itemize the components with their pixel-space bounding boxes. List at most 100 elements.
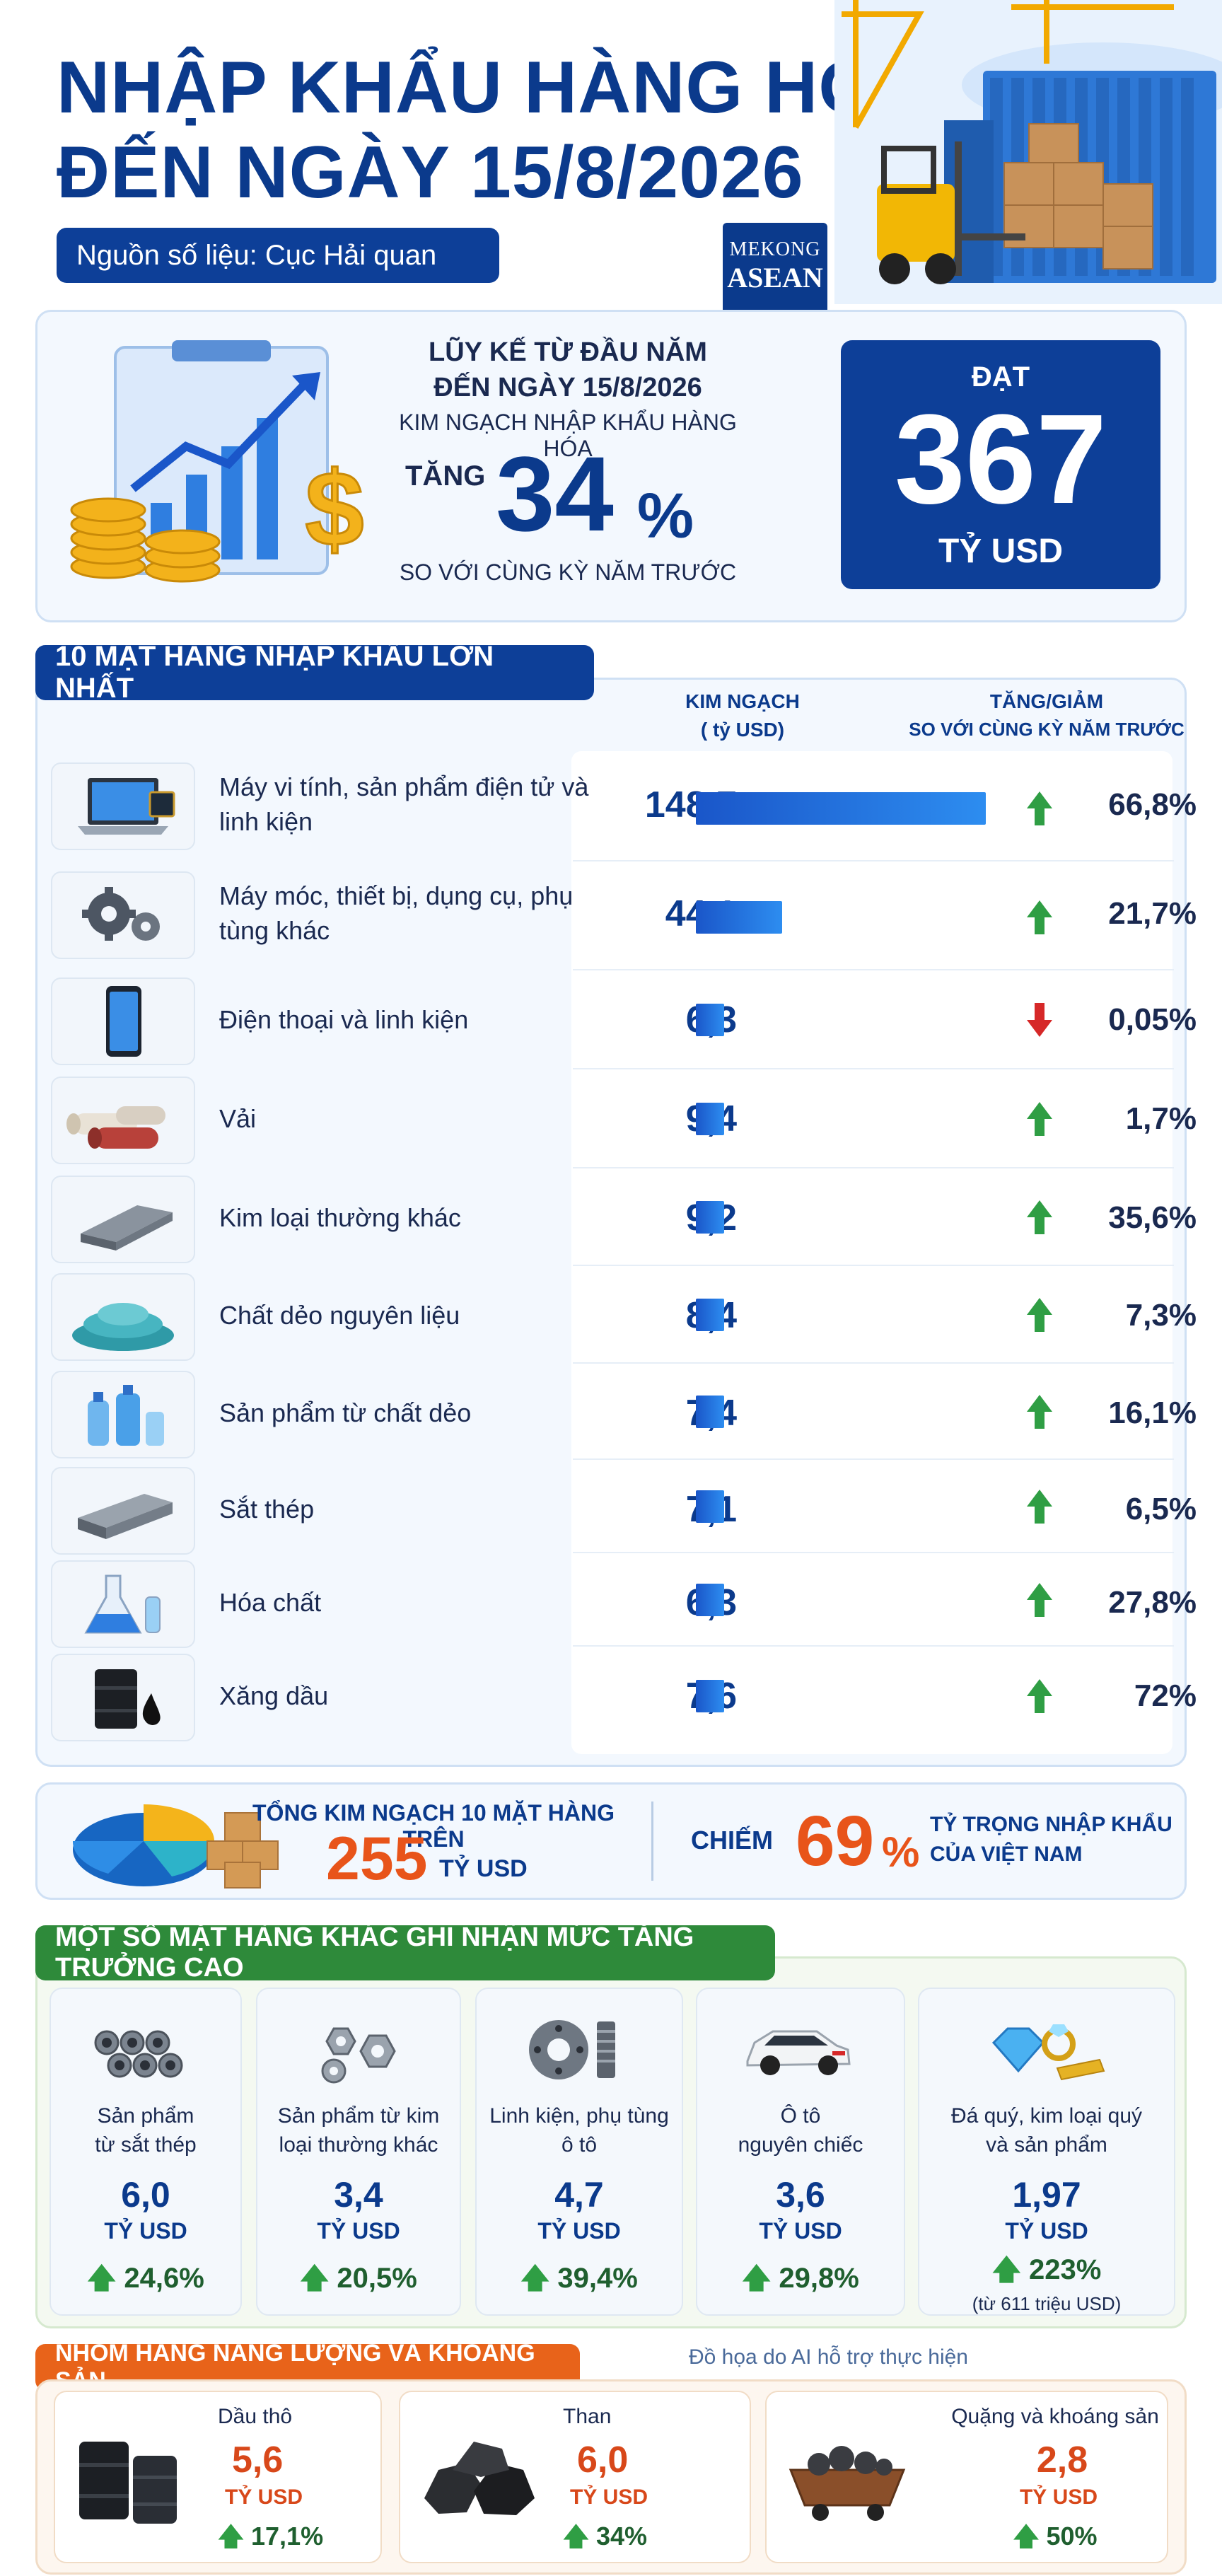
metal-beam-icon bbox=[51, 1176, 195, 1263]
energy-unit: TỶ USD bbox=[570, 2485, 648, 2509]
row-divider bbox=[573, 1167, 1174, 1168]
phone-icon bbox=[51, 977, 195, 1065]
arrow-up-icon bbox=[1025, 790, 1054, 827]
steel-beams-icon bbox=[51, 1467, 195, 1555]
mekong-asean-logo: MEKONG ASEAN bbox=[723, 223, 827, 323]
top10-title: 10 MẶT HÀNG NHẬP KHẨU LỚN NHẤT bbox=[35, 641, 594, 704]
bar bbox=[696, 1299, 724, 1331]
increase-label: TĂNG bbox=[405, 460, 486, 492]
item-growth: 🡅 39,4% bbox=[520, 2263, 638, 2294]
total-label: TỔNG KIM NGẠCH 10 MẶT HÀNG TRÊN bbox=[252, 1800, 615, 1852]
arrow-up-icon: 🡅 bbox=[218, 2522, 245, 2551]
category-label: Vải bbox=[219, 1103, 257, 1133]
change-label: 16,1% bbox=[1108, 1396, 1197, 1430]
share-percent-sign: % bbox=[882, 1828, 920, 1876]
other-item: Sản phẩm từ sắt thép 6,0 TỶ USD 🡅 24,6% bbox=[50, 1988, 242, 2316]
item-name: Đá quý, kim loại quý và sản phẩm bbox=[919, 2102, 1174, 2159]
energy-value: 2,8 bbox=[1036, 2439, 1088, 2481]
share-desc-line2: CỦA VIỆT NAM bbox=[930, 1843, 1083, 1866]
metal-nuts-icon bbox=[321, 2027, 396, 2084]
arrow-up-icon bbox=[1025, 1393, 1054, 1430]
item-name-line2: loại thường khác bbox=[279, 2133, 438, 2157]
other-item: Ô tô nguyên chiếc 3,6 TỶ USD 🡅 29,8% bbox=[696, 1988, 905, 2316]
summary-compare: SO VỚI CÙNG KỲ NĂM TRƯỚC bbox=[399, 559, 737, 585]
item-value: 3,6 bbox=[776, 2175, 825, 2215]
bar bbox=[696, 1490, 724, 1523]
auto-parts-icon bbox=[529, 2020, 615, 2079]
item-value: 3,4 bbox=[334, 2175, 383, 2215]
page-title-line1: NHẬP KHẨU HÀNG HÓA bbox=[57, 47, 931, 129]
item-value: 6,0 bbox=[121, 2175, 170, 2215]
item-value: 1,97 bbox=[1012, 2175, 1081, 2215]
energy-unit: TỶ USD bbox=[225, 2485, 303, 2509]
total-value: 255 bbox=[326, 1825, 428, 1893]
share-desc-line1: TỶ TRỌNG NHẬP KHẨU bbox=[930, 1813, 1172, 1836]
summary-line2: ĐẾN NGÀY 15/8/2026 bbox=[433, 373, 702, 402]
change-label: 7,3% bbox=[1125, 1298, 1197, 1333]
arrow-up-icon bbox=[1025, 1678, 1054, 1715]
col-change-header1: TĂNG/GIẢM bbox=[989, 690, 1104, 712]
energy-item: Dầu thô 5,6 TỶ USD 🡅 17,1% bbox=[54, 2391, 382, 2563]
item-name-line2: từ sắt thép bbox=[95, 2133, 197, 2157]
category-label: Kim loại thường khác bbox=[219, 1202, 461, 1232]
oil-barrels-icon bbox=[79, 2442, 177, 2524]
share-value: 69 bbox=[796, 1802, 875, 1881]
bar bbox=[696, 1103, 724, 1135]
reach-label: ĐẠT bbox=[971, 361, 1030, 393]
item-name: Ô tô nguyên chiếc bbox=[697, 2102, 904, 2159]
row-divider bbox=[573, 860, 1174, 861]
arrow-up-icon bbox=[1025, 1582, 1054, 1618]
energy-growth: 🡅 17,1% bbox=[218, 2522, 324, 2551]
item-name: Sản phẩm từ kim loại thường khác bbox=[257, 2102, 460, 2159]
total-import-box: ĐẠT 367 TỶ USD bbox=[841, 340, 1160, 589]
col-change-header2: SO VỚI CÙNG KỲ NĂM TRƯỚC bbox=[909, 719, 1185, 740]
table-row: Chất dẻo nguyên liệu8,47,3% bbox=[51, 1266, 1197, 1364]
growth-note: (từ 611 triệu USD) bbox=[972, 2293, 1122, 2314]
increase-value: 34 bbox=[496, 434, 614, 553]
summary-card: $ LŨY KẾ TỪ ĐẦU NĂM ĐẾN NGÀY 15/8/2026 K… bbox=[35, 310, 1187, 622]
table-row: Vải9,41,7% bbox=[51, 1069, 1197, 1168]
energy-item: Than 6,0 TỶ USD 🡅 34% bbox=[399, 2391, 751, 2563]
row-divider bbox=[573, 1362, 1174, 1364]
reach-value: 367 bbox=[894, 388, 1107, 530]
gears-icon bbox=[51, 871, 195, 959]
item-name-line1: Ô tô bbox=[780, 2104, 821, 2128]
steel-pipes-icon bbox=[94, 2030, 183, 2078]
item-name-line1: Sản phẩm từ kim bbox=[277, 2104, 440, 2128]
change-label: 1,7% bbox=[1125, 1101, 1197, 1136]
bar bbox=[696, 1396, 724, 1428]
plastic-bottles-icon bbox=[51, 1371, 195, 1458]
energy-name: Than bbox=[563, 2405, 612, 2428]
energy-value: 5,6 bbox=[232, 2439, 284, 2481]
bar bbox=[696, 1201, 724, 1234]
row-divider bbox=[573, 1458, 1174, 1460]
arrow-up-icon: 🡅 bbox=[520, 2263, 550, 2294]
car-icon bbox=[746, 2030, 851, 2075]
arrow-up-icon bbox=[1025, 899, 1054, 936]
row-divider bbox=[573, 1645, 1174, 1647]
arrow-up-icon: 🡅 bbox=[87, 2263, 117, 2294]
other-item: Sản phẩm từ kim loại thường khác 3,4 TỶ USD… bbox=[256, 1988, 461, 2316]
change-label: 27,8% bbox=[1108, 1585, 1197, 1620]
coal-icon bbox=[424, 2442, 535, 2515]
change-label: 72% bbox=[1134, 1678, 1197, 1713]
energy-item: Quặng và khoáng sản 2,8 TỶ USD 🡅 50% bbox=[765, 2391, 1168, 2563]
other-item: Đá quý, kim loại quý và sản phẩm 1,97 TỶ US… bbox=[918, 1988, 1175, 2316]
svg-text:$: $ bbox=[305, 449, 363, 568]
table-row: Kim loại thường khác9,235,6% bbox=[51, 1168, 1197, 1266]
item-name-line2: ô tô bbox=[561, 2133, 598, 2157]
col-value-header1: KIM NGẠCH bbox=[685, 690, 800, 712]
other-item: Linh kiện, phụ tùng ô tô 4,7 TỶ USD 🡅 39,4% bbox=[475, 1988, 683, 2316]
ore-cart-icon bbox=[789, 2446, 906, 2521]
table-row: Máy vi tính, sản phẩm điện tử và linh ki… bbox=[51, 755, 1197, 861]
item-growth: 🡅 223% bbox=[991, 2254, 1102, 2285]
increase-percent-sign: % bbox=[637, 481, 694, 552]
item-growth: 🡅 24,6% bbox=[87, 2263, 204, 2294]
energy-name: Dầu thô bbox=[218, 2405, 293, 2428]
fabric-rolls-icon bbox=[51, 1077, 195, 1164]
energy-growth: 🡅 34% bbox=[563, 2522, 648, 2551]
arrow-up-icon bbox=[1025, 1488, 1054, 1525]
row-divider bbox=[573, 969, 1174, 970]
other-title: MỘT SỐ MẶT HÀNG KHÁC GHI NHẬN MỨC TĂNG T… bbox=[35, 1922, 775, 1983]
